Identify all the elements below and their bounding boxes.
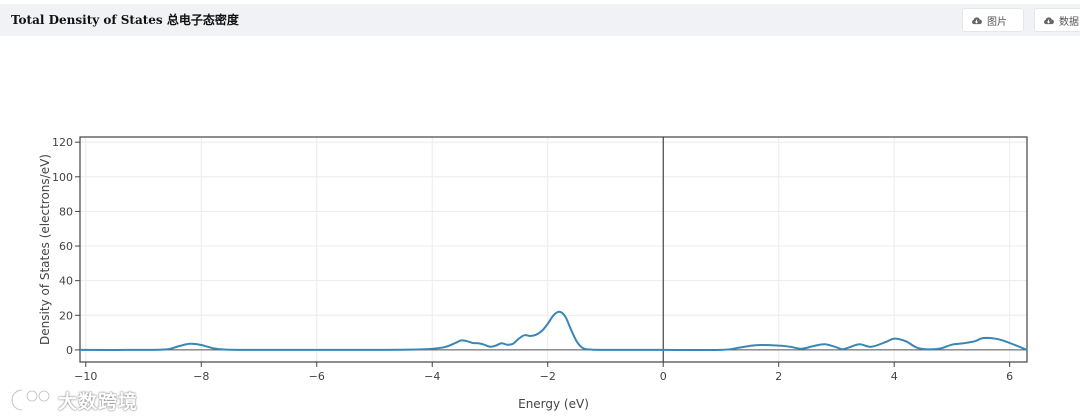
watermark-text: 大数跨境: [58, 390, 139, 413]
x-tick-label: −2: [540, 370, 556, 383]
y-tick-label: 20: [59, 309, 73, 322]
dos-series-line: [79, 310, 1028, 352]
x-tick-label: −4: [424, 370, 440, 383]
y-tick-label: 120: [52, 136, 73, 149]
cloud-download-icon: [1044, 16, 1054, 24]
x-tick-label: 6: [1006, 370, 1013, 383]
y-tick-label: 100: [52, 171, 73, 184]
download-image-label: 图片: [987, 16, 1007, 28]
x-axis-title: Energy (eV): [518, 397, 589, 411]
watermark: 大数跨境: [8, 386, 138, 414]
page-title: Total Density of States 总电子态密度: [11, 13, 239, 27]
download-data-label: 数据: [1059, 16, 1079, 28]
x-tick-label: −10: [74, 370, 97, 383]
header-bar: Total Density of States 总电子态密度 图片 数据: [0, 4, 1080, 36]
plot-frame: [79, 136, 1028, 363]
x-tick-label: −8: [193, 370, 209, 383]
watermark-logo-icon: [10, 388, 51, 412]
y-tick-label: 60: [59, 240, 73, 253]
x-tick-label: 0: [660, 370, 667, 383]
cloud-download-icon: [972, 16, 982, 24]
y-axis-title: Density of States (electrons/eV): [38, 154, 52, 345]
download-image-button[interactable]: 图片: [962, 8, 1024, 32]
plot-area: [80, 137, 1027, 362]
x-tick-label: −6: [309, 370, 325, 383]
y-tick-label: 40: [59, 275, 73, 288]
y-tick-label: 0: [66, 344, 73, 357]
download-data-button[interactable]: 数据: [1034, 8, 1080, 32]
x-tick-label: 2: [775, 370, 782, 383]
y-tick-label: 80: [59, 205, 73, 218]
x-tick-label: 4: [891, 370, 898, 383]
